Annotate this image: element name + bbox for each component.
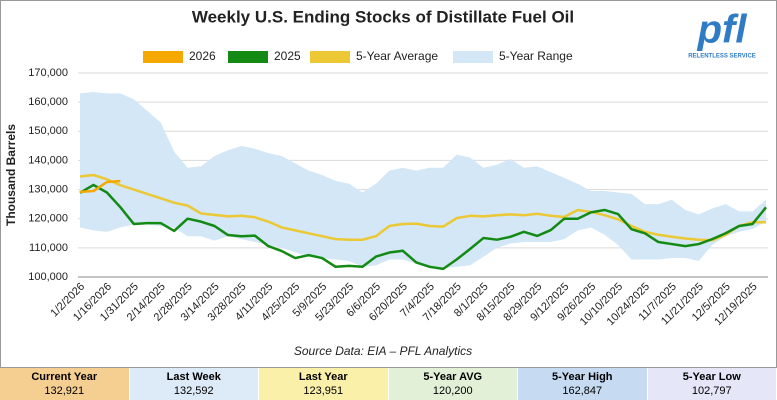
legend-label: 5-Year Range: [499, 49, 573, 63]
source-note: Source Data: EIA – PFL Analytics: [294, 344, 472, 358]
y-tick-label: 140,000: [28, 154, 68, 166]
summary-cell: Last Week 132,592: [129, 368, 259, 400]
legend-label: 5-Year Average: [356, 49, 438, 63]
summary-label: Last Week: [166, 371, 221, 383]
summary-label: Last Year: [298, 371, 348, 383]
summary-cell: 5-Year Low 102,797: [647, 368, 777, 400]
chart-title: Weekly U.S. Ending Stocks of Distillate …: [192, 7, 574, 26]
chart: Weekly U.S. Ending Stocks of Distillate …: [0, 0, 777, 368]
logo-text: pfl: [697, 8, 748, 52]
summary-value: 123,951: [303, 385, 344, 397]
series-line: [79, 183, 767, 271]
summary-value: 102,797: [691, 385, 732, 397]
summary-label: Current Year: [31, 371, 98, 383]
y-tick-label: 100,000: [28, 271, 68, 283]
logo: pfl RELENTLESS SERVICE: [688, 8, 756, 60]
summary-cell: 5-Year AVG 120,200: [388, 368, 518, 400]
legend-swatch: [310, 51, 350, 63]
legend-label: 2025: [274, 49, 301, 63]
y-tick-label: 150,000: [28, 125, 68, 137]
y-tick-label: 110,000: [29, 242, 68, 254]
summary-cell: Current Year 132,921: [0, 368, 130, 400]
summary-value: 162,847: [562, 385, 603, 397]
summary-table: Current Year 132,921 Last Week 132,592 Last …: [0, 368, 777, 400]
logo-tagline: RELENTLESS SERVICE: [688, 54, 756, 60]
y-tick-label: 160,000: [28, 96, 68, 108]
summary-label: 5-Year Low: [682, 371, 741, 383]
range-area: [80, 91, 766, 269]
summary-cell: 5-Year High 162,847: [518, 368, 648, 400]
series-line: [79, 179, 121, 194]
summary-label: 5-Year High: [551, 371, 613, 383]
legend-label: 2026: [189, 49, 216, 63]
y-tick-label: 120,000: [28, 213, 68, 225]
y-axis-label: Thousand Barrels: [4, 124, 18, 226]
series-line: [79, 173, 766, 242]
summary-cell: Last Year 123,951: [259, 368, 389, 400]
legend-swatch: [228, 51, 268, 63]
summary-label: 5-Year AVG: [423, 371, 483, 383]
legend-swatch: [453, 51, 493, 63]
y-tick-label: 170,000: [28, 67, 68, 79]
summary-value: 132,592: [173, 385, 214, 397]
summary-value: 132,921: [44, 385, 85, 397]
y-tick-label: 130,000: [28, 183, 68, 195]
summary-value: 120,200: [432, 385, 473, 397]
legend-swatch: [143, 51, 183, 63]
